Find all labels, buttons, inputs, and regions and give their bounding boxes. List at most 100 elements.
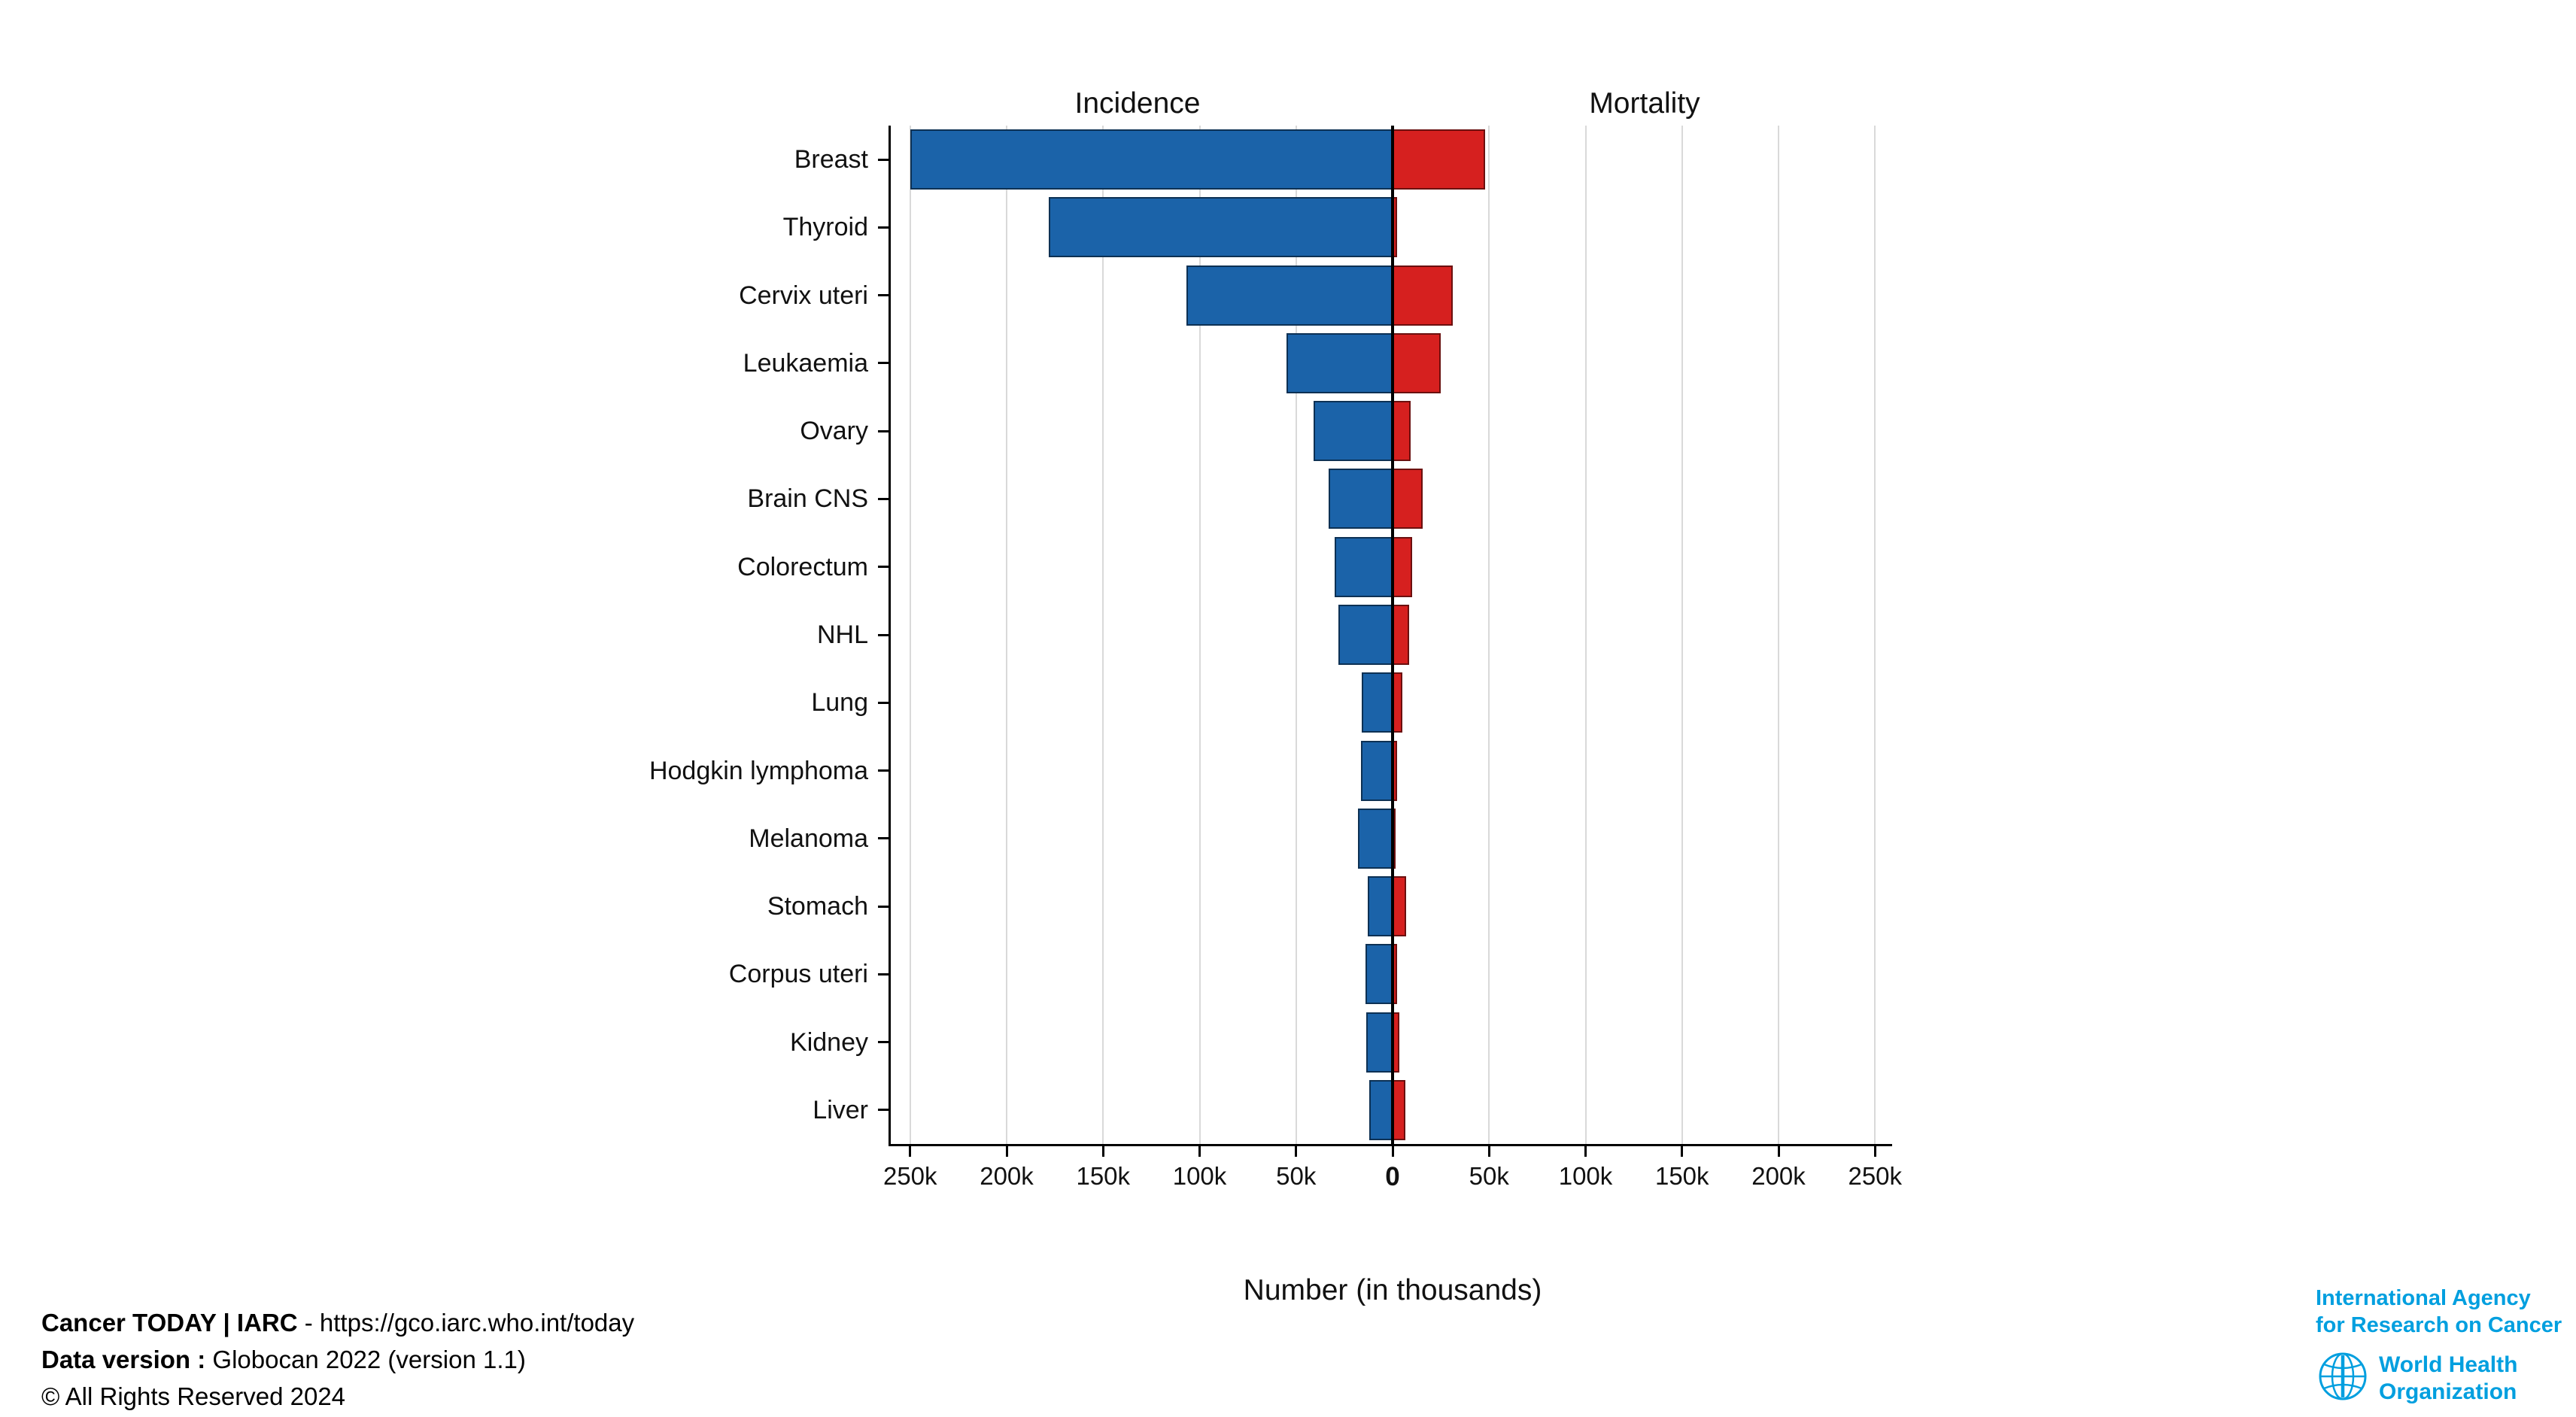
incidence-bar[interactable] [1360,740,1393,801]
x-axis-tick [1101,1146,1104,1157]
category-label: NHL [816,621,868,649]
mortality-bar[interactable] [1393,876,1406,937]
footer: Cancer TODAY | IARC - https://gco.iarc.w… [41,1304,634,1415]
incidence-bar[interactable] [1313,401,1393,462]
gridline [1198,126,1201,1144]
category-label: Brain CNS [747,484,868,514]
x-tick-label: 150k [1654,1162,1709,1190]
y-axis-tick [878,905,889,908]
footer-url: - https://gco.iarc.who.int/today [297,1309,635,1337]
x-tick-label: 100k [1172,1162,1227,1190]
y-axis-tick [878,226,889,229]
incidence-bar[interactable] [1286,332,1393,393]
mortality-bar[interactable] [1393,1079,1405,1140]
y-axis-tick [878,1109,889,1112]
x-axis-tick [1777,1146,1780,1157]
x-tick-label: 250k [882,1162,937,1190]
mortality-bar[interactable] [1393,605,1409,665]
y-axis-tick [878,429,889,432]
who-logo-line1: World Health [2379,1352,2518,1377]
who-emblem-icon [2317,1351,2368,1406]
x-axis-tick [909,1146,912,1157]
category-label: Melanoma [749,824,868,853]
gridline [1584,126,1587,1144]
footer-data-version-label: Data version : [41,1346,206,1373]
iarc-logo-line1: International Agency [2316,1286,2531,1310]
zero-axis-line [1391,126,1394,1144]
y-axis-tick [878,1041,889,1044]
y-axis-tick [878,633,889,636]
mortality-bar[interactable] [1393,469,1423,529]
category-label: Lung [811,688,868,718]
y-axis-tick [878,972,889,976]
footer-brand: Cancer TODAY | IARC [41,1309,298,1337]
footer-source-line: Cancer TODAY | IARC - https://gco.iarc.w… [41,1304,634,1341]
x-tick-label: 200k [980,1162,1034,1190]
category-label: Corpus uteri [728,960,868,989]
mortality-bar[interactable] [1393,265,1453,326]
x-axis-tick [1487,1146,1490,1157]
category-label: Kidney [790,1027,868,1057]
incidence-bar[interactable] [1357,808,1393,869]
category-label: Hodgkin lymphoma [649,756,868,785]
y-axis-tick [878,837,889,840]
incidence-bar[interactable] [1365,944,1393,1005]
y-axis-tick [878,701,889,704]
y-axis-tick [878,158,889,161]
category-label: Colorectum [737,552,868,581]
gridline [1681,126,1683,1144]
plot-area: 250k 200k 150k 100k 50k 0 50k 100k 150k 200k 250k B… [649,126,1902,1191]
x-tick-label: 250k [1848,1162,1903,1190]
incidence-bar[interactable] [910,129,1393,190]
x-tick-label: 0 [1385,1162,1400,1191]
gridline [1874,126,1876,1144]
footer-data-version-value: Globocan 2022 (version 1.1) [205,1346,526,1373]
y-axis-tick [878,769,889,772]
y-axis-tick [878,497,889,500]
who-logo-line2: Organization [2379,1379,2517,1404]
iarc-logo-line2: for Research on Cancer [2316,1313,2562,1337]
gridline [1488,126,1490,1144]
y-axis-tick [878,362,889,365]
mortality-bar[interactable] [1393,536,1412,597]
incidence-bar[interactable] [1338,605,1393,665]
x-tick-label: 50k [1276,1162,1317,1190]
incidence-bar[interactable] [1366,1012,1393,1073]
category-label: Liver [813,1095,868,1124]
incidence-bar[interactable] [1329,469,1393,529]
category-label: Thyroid [782,213,868,242]
gridline [1102,126,1104,1144]
y-axis-tick [878,566,889,569]
category-label: Ovary [800,417,868,446]
category-label: Breast [794,145,868,174]
incidence-bar[interactable] [1367,876,1393,937]
category-label: Cervix uteri [739,281,868,310]
incidence-bar[interactable] [1361,672,1393,733]
x-axis-tick [1681,1146,1684,1157]
y-axis-tick [878,294,889,297]
gridline [909,126,911,1144]
category-label: Stomach [767,892,868,921]
x-axis-tick [1584,1146,1587,1157]
x-axis-label: Number (in thousands) [1243,1274,1542,1306]
who-logo: World Health Organization [2317,1351,2517,1406]
mortality-bar[interactable] [1393,129,1486,190]
x-axis-tick [1295,1146,1298,1157]
incidence-bar[interactable] [1049,197,1393,258]
x-axis-tick [1391,1146,1394,1157]
incidence-bar[interactable] [1335,536,1393,597]
x-axis-tick [1198,1146,1201,1157]
mortality-title: Mortality [1589,87,1700,120]
incidence-bar[interactable] [1369,1079,1393,1140]
x-tick-label: 200k [1751,1162,1806,1190]
x-tick-label: 150k [1076,1162,1131,1190]
gridline [1295,126,1297,1144]
incidence-bar[interactable] [1186,265,1393,326]
gridline [1778,126,1779,1144]
mortality-bar[interactable] [1393,332,1441,393]
mortality-bar[interactable] [1393,401,1411,462]
x-tick-label: 100k [1558,1162,1613,1190]
x-axis-tick [1005,1146,1008,1157]
incidence-title: Incidence [1074,87,1201,120]
footer-copyright: © All Rights Reserved 2024 [41,1382,346,1410]
